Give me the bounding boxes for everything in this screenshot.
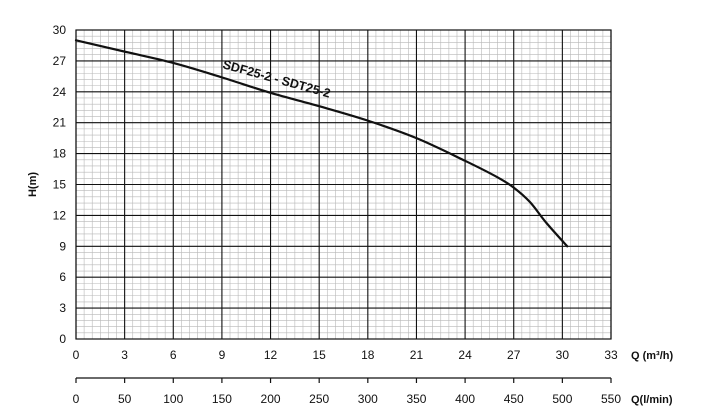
- x-tick-label: 15: [313, 348, 327, 362]
- secondary-tick-label: 550: [601, 392, 621, 406]
- secondary-tick-label: 150: [212, 392, 232, 406]
- x-tick-label: 30: [556, 348, 570, 362]
- y-tick-labels: 0 3 6 9 12 15 18 21 24 27 30: [53, 23, 67, 346]
- plot-frame: [75, 29, 612, 340]
- y-tick-label: 12: [53, 208, 67, 222]
- x-tick-labels: 0 3 6 9 12 15 18 21 24 27 30 33: [73, 348, 618, 362]
- secondary-tick-label: 400: [455, 392, 475, 406]
- x-tick-label: 21: [410, 348, 424, 362]
- x-tick-label: 24: [458, 348, 472, 362]
- y-tick-label: 9: [59, 239, 66, 253]
- x-tick-label: 9: [219, 348, 226, 362]
- secondary-tick-label: 0: [73, 392, 80, 406]
- secondary-tick-label: 450: [504, 392, 524, 406]
- y-tick-label: 18: [53, 147, 67, 161]
- y-tick-label: 0: [59, 332, 66, 346]
- secondary-tick-label: 50: [118, 392, 132, 406]
- series-line-sdf25-2: [74, 39, 569, 248]
- secondary-x-axis-title: Q(l/min): [631, 394, 673, 406]
- secondary-tick-label: 250: [309, 392, 329, 406]
- secondary-tick-label: 300: [358, 392, 378, 406]
- secondary-x-tick-labels: 0 50 100 150 200 250 300 350 400 450 500 550: [73, 378, 621, 406]
- x-tick-label: 3: [121, 348, 128, 362]
- y-tick-label: 24: [53, 85, 67, 99]
- y-tick-label: 15: [53, 178, 67, 192]
- x-tick-label: 0: [73, 348, 80, 362]
- secondary-tick-label: 350: [406, 392, 426, 406]
- y-tick-label: 30: [53, 23, 67, 37]
- secondary-tick-label: 100: [163, 392, 183, 406]
- x-tick-label: 27: [507, 348, 521, 362]
- x-axis-title: Q (m³/h): [631, 350, 673, 362]
- x-tick-label: 33: [604, 348, 618, 362]
- y-tick-label: 21: [53, 116, 67, 130]
- secondary-tick-label: 200: [261, 392, 281, 406]
- y-axis-title: H(m): [27, 172, 39, 197]
- y-tick-label: 3: [59, 301, 66, 315]
- x-tick-label: 12: [264, 348, 278, 362]
- x-tick-label: 18: [361, 348, 375, 362]
- x-tick-label: 6: [170, 348, 177, 362]
- secondary-tick-label: 500: [552, 392, 572, 406]
- y-tick-label: 27: [53, 54, 67, 68]
- y-tick-label: 6: [59, 270, 66, 284]
